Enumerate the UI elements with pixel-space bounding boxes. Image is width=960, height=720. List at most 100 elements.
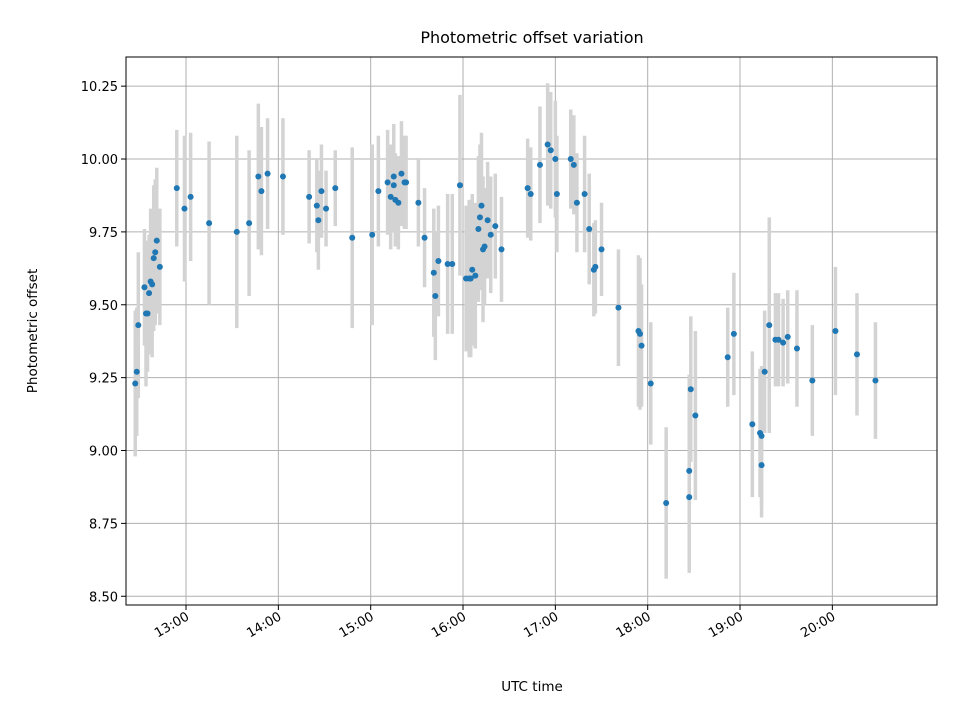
data-point xyxy=(132,380,139,387)
data-point xyxy=(430,269,437,276)
data-point xyxy=(586,225,593,232)
data-points xyxy=(132,141,879,506)
data-point xyxy=(570,161,577,168)
data-point xyxy=(775,336,782,343)
data-point xyxy=(444,260,451,267)
data-point xyxy=(552,156,559,163)
data-point xyxy=(484,217,491,224)
data-point xyxy=(647,380,654,387)
data-point xyxy=(150,255,157,262)
data-point xyxy=(761,368,768,375)
data-point xyxy=(730,330,737,337)
data-point xyxy=(141,284,148,291)
data-point xyxy=(233,228,240,235)
data-point xyxy=(544,141,551,148)
data-point xyxy=(636,330,643,337)
data-point xyxy=(749,421,756,428)
data-point xyxy=(246,220,253,227)
data-point xyxy=(206,220,213,227)
data-point xyxy=(598,246,605,253)
data-point xyxy=(173,185,180,192)
data-point xyxy=(332,185,339,192)
data-point xyxy=(553,191,560,197)
data-point xyxy=(492,223,499,230)
plot-frame xyxy=(125,56,938,606)
data-point xyxy=(536,161,543,168)
data-point xyxy=(809,377,816,384)
data-point xyxy=(387,193,394,200)
data-point xyxy=(638,342,645,349)
data-point xyxy=(686,494,693,501)
data-point xyxy=(687,386,694,393)
data-point xyxy=(481,243,488,250)
y-tick-label: 10.25 xyxy=(81,80,118,95)
data-point xyxy=(780,339,787,346)
data-point xyxy=(421,234,428,241)
data-point xyxy=(472,272,479,279)
data-point xyxy=(187,193,194,200)
data-point xyxy=(527,191,534,197)
data-point xyxy=(398,170,405,177)
data-point xyxy=(547,147,554,154)
data-point xyxy=(135,322,142,329)
data-point xyxy=(478,202,485,209)
data-point xyxy=(306,193,313,200)
x-axis-label: UTC time xyxy=(501,679,563,695)
data-point xyxy=(390,182,397,189)
chart-title: Photometric offset variation xyxy=(420,28,643,47)
data-point xyxy=(476,214,483,221)
data-point xyxy=(524,185,531,192)
y-tick-label: 9.75 xyxy=(89,226,118,241)
data-point xyxy=(467,275,474,282)
y-tick-label: 9.00 xyxy=(89,445,118,460)
data-point xyxy=(758,432,765,439)
data-point xyxy=(258,188,265,195)
data-point xyxy=(279,173,286,180)
data-point xyxy=(369,231,376,238)
data-point xyxy=(853,351,860,358)
data-point xyxy=(872,377,879,384)
data-point xyxy=(475,225,482,232)
data-point xyxy=(456,182,463,189)
data-point xyxy=(469,266,476,273)
data-point xyxy=(567,156,574,163)
data-point xyxy=(435,258,442,265)
y-axis-label: Photometric offset xyxy=(25,269,41,393)
data-point xyxy=(432,293,439,300)
data-point xyxy=(146,290,153,297)
data-point xyxy=(581,191,588,197)
data-point xyxy=(153,237,160,244)
data-point xyxy=(487,231,494,238)
data-point xyxy=(724,354,731,361)
data-point xyxy=(758,462,765,469)
data-point xyxy=(156,263,163,270)
data-point xyxy=(315,217,322,224)
data-point xyxy=(784,333,791,340)
data-point xyxy=(390,173,397,180)
data-point xyxy=(181,205,188,212)
data-point xyxy=(152,249,159,256)
data-point xyxy=(403,179,410,186)
data-point xyxy=(133,368,140,375)
data-point xyxy=(318,188,325,195)
data-point xyxy=(395,199,402,206)
y-tick-label: 8.75 xyxy=(89,517,118,532)
data-point xyxy=(415,199,422,206)
data-point xyxy=(692,412,699,419)
data-point xyxy=(144,310,151,317)
data-point xyxy=(766,322,773,329)
y-tick-label: 8.50 xyxy=(89,590,118,605)
data-point xyxy=(375,188,382,195)
y-tick-label: 9.25 xyxy=(89,372,118,387)
data-point xyxy=(663,499,670,506)
y-tick-label: 9.50 xyxy=(89,299,118,314)
data-point xyxy=(573,199,580,206)
data-point xyxy=(592,263,599,270)
y-tick-label: 10.00 xyxy=(81,153,118,168)
data-point xyxy=(349,234,356,241)
data-point xyxy=(313,202,320,209)
data-point xyxy=(498,246,505,253)
data-point xyxy=(384,179,391,186)
